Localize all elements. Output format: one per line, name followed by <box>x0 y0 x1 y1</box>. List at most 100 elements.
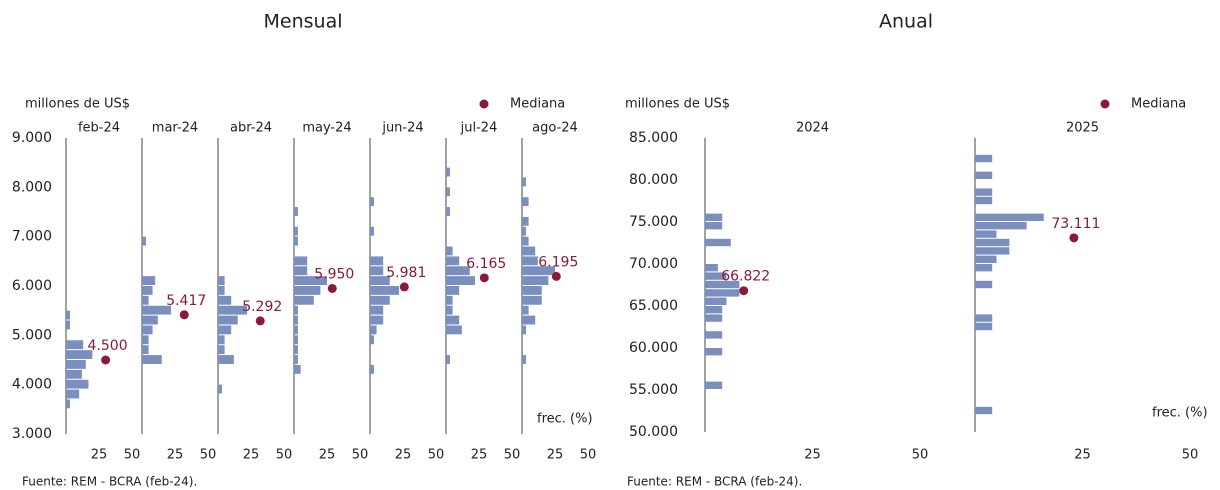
legend-marker <box>1100 99 1110 109</box>
histogram-bar <box>142 335 149 345</box>
panel-title: 2025 <box>1066 121 1099 136</box>
x-tick-label: 25 <box>395 448 412 463</box>
histogram-bar <box>446 325 462 335</box>
x-tick-label: 25 <box>471 448 488 463</box>
y-tick-label: 50.000 <box>629 424 678 440</box>
source: Fuente: REM - BCRA (feb-24). <box>22 475 197 489</box>
median-label: 6.165 <box>466 256 506 272</box>
x-axis-label: frec. (%) <box>1152 406 1208 421</box>
histogram-bar <box>218 345 225 355</box>
source: Fuente: REM - BCRA (feb-24). <box>627 475 802 489</box>
x-tick-label: 25 <box>243 448 260 463</box>
y-tick-label: 9.000 <box>12 130 52 146</box>
histogram-bar <box>370 286 400 295</box>
histogram-bar <box>975 314 993 322</box>
histogram-bar <box>294 276 327 285</box>
histogram-bar <box>705 213 723 221</box>
histogram-bar <box>294 305 298 315</box>
histogram-bar <box>370 325 377 335</box>
histogram-bar <box>294 364 301 374</box>
chart-title: Anual <box>879 11 933 33</box>
histogram-bar <box>975 264 993 272</box>
x-tick-label: 50 <box>912 448 929 463</box>
median-marker <box>1069 233 1079 243</box>
histogram-bar <box>218 295 232 305</box>
histogram-bar <box>66 310 70 320</box>
histogram-bar <box>370 295 390 305</box>
histogram-bar <box>705 381 723 389</box>
histogram-bar <box>142 276 156 285</box>
histogram-bar <box>370 226 374 236</box>
histogram-bar <box>446 355 450 364</box>
y-tick-label: 55.000 <box>629 382 678 398</box>
median-label: 5.292 <box>242 299 282 315</box>
histogram-bar <box>522 355 526 364</box>
y-axis-label: millones de US$ <box>625 97 730 112</box>
histogram-bar <box>142 355 162 364</box>
median-label: 5.950 <box>314 266 354 282</box>
x-tick-label: 50 <box>428 448 445 463</box>
y-tick-label: 6.000 <box>12 278 52 294</box>
histogram-bar <box>975 406 993 415</box>
median-marker <box>327 283 337 293</box>
x-tick-label: 50 <box>1182 448 1199 463</box>
histogram-bar <box>370 335 374 345</box>
histogram-bar <box>294 315 298 325</box>
histogram-bar <box>370 305 384 315</box>
histogram-bar <box>66 389 80 399</box>
histogram-bar <box>705 222 723 230</box>
x-tick-label: 25 <box>1074 448 1091 463</box>
histogram-bar <box>522 295 542 305</box>
histogram-bar <box>218 355 234 364</box>
x-tick-label: 50 <box>276 448 293 463</box>
histogram-bar <box>370 266 384 276</box>
median-marker <box>551 271 561 281</box>
median-label: 5.981 <box>386 265 426 281</box>
histogram-bar <box>522 325 526 335</box>
histogram-bar <box>218 286 225 295</box>
y-tick-label: 60.000 <box>629 340 678 356</box>
histogram-bar <box>446 167 450 177</box>
histogram-bar <box>218 325 232 335</box>
panel-title: abr-24 <box>230 121 272 136</box>
histogram-bar <box>142 345 149 355</box>
histogram-bar <box>975 230 997 238</box>
histogram-bar <box>142 305 172 315</box>
x-tick-label: 50 <box>504 448 521 463</box>
histogram-bar <box>975 238 1010 247</box>
x-tick-label: 25 <box>319 448 336 463</box>
histogram-bar <box>446 246 453 256</box>
y-tick-label: 75.000 <box>629 214 678 230</box>
histogram-bar <box>522 305 529 315</box>
median-marker <box>179 310 189 320</box>
histogram-bar <box>294 207 298 216</box>
x-tick-label: 25 <box>167 448 184 463</box>
histogram-bar <box>522 177 526 187</box>
median-label: 4.500 <box>88 338 128 354</box>
histogram-bar <box>522 256 538 266</box>
x-tick-label: 50 <box>124 448 141 463</box>
x-tick-label: 25 <box>804 448 821 463</box>
histogram-bar <box>446 295 453 305</box>
x-tick-label: 50 <box>352 448 369 463</box>
histogram-bar <box>705 280 740 289</box>
histogram-bar <box>370 364 374 374</box>
chart-title: Mensual <box>264 11 343 33</box>
histogram-bar <box>370 197 374 207</box>
histogram-bar <box>142 295 149 305</box>
histogram-bar <box>294 266 308 276</box>
legend-marker <box>479 99 489 109</box>
histogram-bar <box>705 238 731 247</box>
median-marker <box>399 282 409 292</box>
histogram-bar <box>218 384 222 394</box>
y-tick-label: 65.000 <box>629 298 678 314</box>
histogram-bar <box>370 315 384 325</box>
histogram-bar <box>975 280 993 289</box>
histogram-bar <box>218 315 238 325</box>
y-axis-label: millones de US$ <box>25 97 130 112</box>
y-tick-label: 4.000 <box>12 377 52 393</box>
y-tick-label: 5.000 <box>12 327 52 343</box>
histogram-bar <box>522 197 529 207</box>
histogram-bar <box>705 331 723 339</box>
histogram-bar <box>975 154 993 163</box>
